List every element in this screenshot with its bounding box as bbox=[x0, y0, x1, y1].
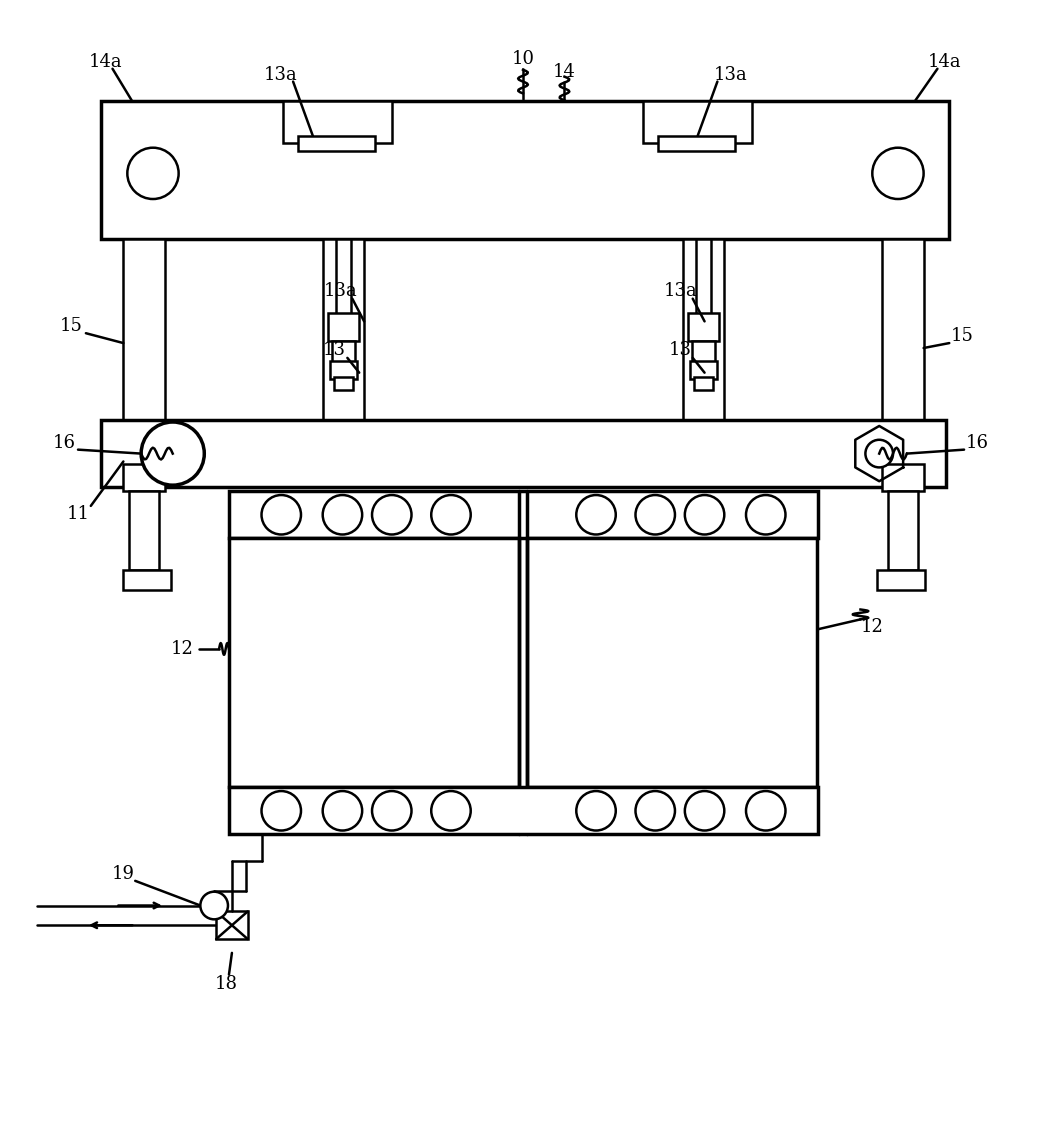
Bar bbox=[322, 239, 364, 437]
Bar bbox=[216, 912, 248, 939]
Bar bbox=[229, 539, 519, 787]
Text: 13a: 13a bbox=[713, 65, 748, 84]
Text: 11: 11 bbox=[67, 505, 89, 523]
Circle shape bbox=[431, 495, 471, 534]
Bar bbox=[284, 102, 392, 143]
Circle shape bbox=[372, 495, 411, 534]
Circle shape bbox=[685, 791, 725, 831]
Text: 16: 16 bbox=[965, 434, 988, 452]
Bar bbox=[695, 239, 712, 318]
Circle shape bbox=[262, 495, 300, 534]
Circle shape bbox=[747, 495, 785, 534]
Text: 16: 16 bbox=[52, 434, 75, 452]
Bar bbox=[883, 464, 923, 491]
Text: 13a: 13a bbox=[664, 281, 697, 300]
Circle shape bbox=[576, 791, 616, 831]
Bar bbox=[692, 341, 715, 363]
Bar bbox=[883, 239, 923, 437]
Text: 12: 12 bbox=[861, 618, 884, 636]
Circle shape bbox=[262, 791, 300, 831]
Bar bbox=[888, 491, 918, 570]
Circle shape bbox=[866, 439, 893, 468]
Text: 13a: 13a bbox=[264, 65, 297, 84]
Text: 18: 18 bbox=[215, 976, 238, 993]
Text: 13: 13 bbox=[668, 341, 691, 359]
Bar bbox=[659, 136, 735, 151]
Bar bbox=[688, 313, 719, 341]
Text: 13: 13 bbox=[324, 341, 347, 359]
Circle shape bbox=[685, 495, 725, 534]
Circle shape bbox=[872, 148, 923, 199]
Bar bbox=[328, 313, 359, 341]
Bar bbox=[690, 360, 717, 379]
Text: 19: 19 bbox=[112, 865, 135, 883]
Circle shape bbox=[576, 495, 616, 534]
Text: 14: 14 bbox=[553, 63, 576, 81]
Text: 14a: 14a bbox=[928, 53, 961, 71]
Bar bbox=[101, 102, 950, 239]
Bar bbox=[124, 464, 164, 491]
Bar bbox=[877, 570, 925, 590]
Circle shape bbox=[636, 791, 675, 831]
Bar bbox=[124, 239, 164, 437]
Circle shape bbox=[747, 791, 785, 831]
Text: 15: 15 bbox=[60, 317, 83, 335]
Bar bbox=[101, 420, 946, 487]
Bar bbox=[129, 437, 159, 464]
Circle shape bbox=[431, 791, 471, 831]
Bar bbox=[229, 491, 818, 539]
Text: 14a: 14a bbox=[89, 53, 122, 71]
Bar bbox=[332, 341, 355, 363]
Bar bbox=[683, 239, 725, 437]
Bar bbox=[689, 437, 718, 464]
Bar bbox=[124, 570, 171, 590]
Bar bbox=[335, 239, 352, 318]
Bar bbox=[329, 437, 358, 464]
Bar bbox=[888, 437, 918, 464]
Bar bbox=[334, 376, 353, 390]
Circle shape bbox=[128, 148, 179, 199]
Circle shape bbox=[636, 495, 675, 534]
Circle shape bbox=[322, 791, 362, 831]
Text: 10: 10 bbox=[512, 50, 535, 67]
Bar bbox=[229, 787, 818, 834]
Circle shape bbox=[372, 791, 411, 831]
Bar bbox=[644, 102, 752, 143]
Bar bbox=[298, 136, 375, 151]
Circle shape bbox=[200, 891, 228, 920]
Circle shape bbox=[141, 422, 204, 485]
Bar bbox=[527, 539, 817, 787]
Circle shape bbox=[322, 495, 362, 534]
Text: 13a: 13a bbox=[324, 281, 357, 300]
Bar bbox=[330, 360, 357, 379]
Bar bbox=[694, 376, 713, 390]
Text: 15: 15 bbox=[951, 327, 974, 345]
Bar bbox=[129, 491, 159, 570]
Text: 12: 12 bbox=[171, 639, 194, 658]
